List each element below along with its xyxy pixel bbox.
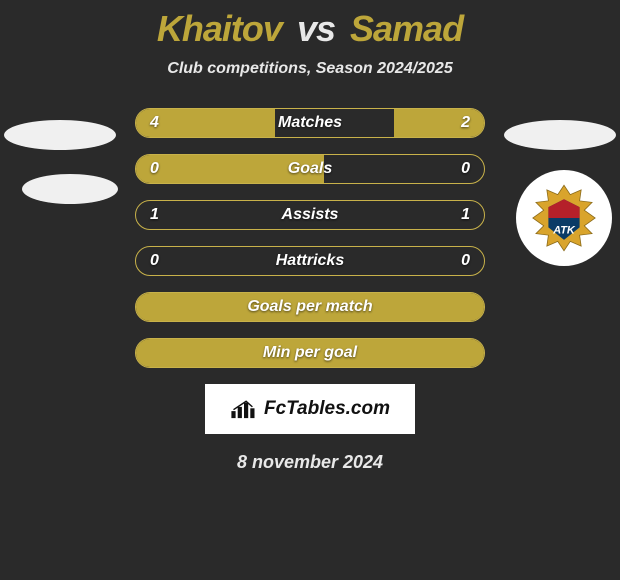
stat-value-left: 1	[150, 201, 159, 229]
stat-row: Goals per match	[135, 292, 485, 322]
stat-row: Min per goal	[135, 338, 485, 368]
comparison-title: Khaitov vs Samad	[0, 0, 620, 50]
brand-badge: FcTables.com	[205, 384, 415, 434]
stat-row: Goals0 0	[135, 154, 485, 184]
stat-value-left: 0	[150, 155, 159, 183]
snapshot-date: 8 november 2024	[0, 452, 620, 473]
stat-value-right: 1	[461, 201, 470, 229]
player1-name: Khaitov	[157, 8, 282, 49]
player2-name: Samad	[350, 8, 463, 49]
stat-value-right: 0	[461, 247, 470, 275]
stat-value-right: 0	[461, 155, 470, 183]
stat-label: Min per goal	[136, 339, 484, 367]
comparison-chart: Matches42Goals00Assists11Hattricks00Goal…	[0, 108, 620, 368]
vs-separator: vs	[291, 8, 341, 49]
stat-label: Goals	[136, 155, 484, 183]
brand-text: FcTables.com	[264, 398, 390, 420]
stat-value-right: 2	[461, 109, 470, 137]
stat-row: Matches4 2	[135, 108, 485, 138]
stat-label: Matches	[136, 109, 484, 137]
stat-row: Hattricks0 0	[135, 246, 485, 276]
subtitle: Club competitions, Season 2024/2025	[0, 60, 620, 78]
stat-value-left: 0	[150, 247, 159, 275]
stat-row: Assists1 1	[135, 200, 485, 230]
stat-label: Goals per match	[136, 293, 484, 321]
stat-label: Assists	[136, 201, 484, 229]
stat-value-left: 4	[150, 109, 159, 137]
stat-label: Hattricks	[136, 247, 484, 275]
brand-chart-icon	[230, 398, 258, 420]
